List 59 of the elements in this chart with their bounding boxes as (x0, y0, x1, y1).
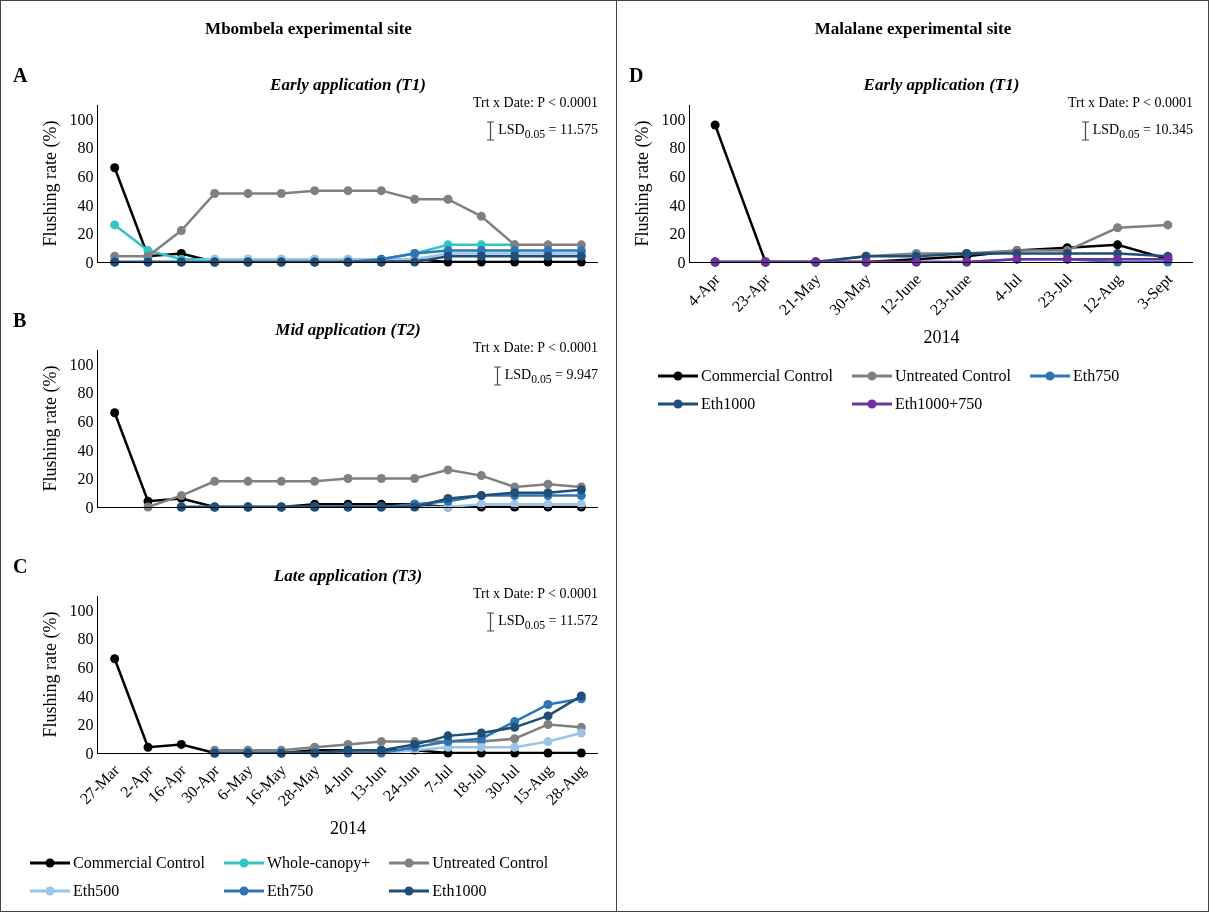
text: Whole-canopy+ (266, 854, 371, 871)
chart-title: Malalane experimental site (813, 18, 1013, 40)
text: B (13, 309, 27, 332)
y-tick-label: 20 (77, 470, 94, 488)
x-axis-title: 2014 (923, 326, 960, 347)
annotation: LSD$_{0.05}$ = 10.345 (1092, 122, 1193, 141)
y-tick-label: 80 (77, 630, 94, 648)
y-tick-label: 60 (77, 658, 94, 676)
text: D (629, 64, 644, 87)
text: Eth500 (73, 882, 120, 899)
y-tick-label: 0 (85, 744, 94, 762)
y-axis-title: Flushing rate (%) (39, 120, 61, 247)
chart-title: Mbombela experimental site (204, 18, 413, 40)
annotation: Trt x Date: P < 0.0001 (472, 586, 598, 601)
chart-subtitle: Late application (T3) (272, 565, 423, 585)
y-tick-label: 80 (77, 384, 94, 402)
y-tick-label: 20 (669, 225, 686, 243)
y-tick-label: 0 (677, 253, 686, 271)
y-tick-label: 60 (77, 412, 94, 430)
y-tick-label: 20 (77, 225, 94, 243)
legend-label: Eth1000+750 (894, 395, 983, 413)
y-tick-label: 40 (669, 196, 686, 214)
y-tick-label: 60 (77, 167, 94, 185)
annotation: LSD$_{0.05}$ = 9.947 (504, 367, 598, 386)
y-tick-label: 80 (669, 139, 686, 157)
text: Eth750 (266, 882, 314, 899)
legend-label: Untreated Control (894, 367, 1011, 385)
text: Commercial Control (73, 854, 205, 871)
y-axis-title: Flushing rate (%) (39, 365, 61, 492)
y-tick-label: 60 (669, 167, 686, 185)
text: Eth1000 (432, 882, 487, 899)
annotation: LSD$_{0.05}$ = 11.575 (498, 122, 598, 141)
text: C (13, 555, 28, 578)
y-axis-title: Flushing rate (%) (631, 120, 653, 247)
text: A (13, 64, 28, 87)
text: Untreated Control (432, 854, 549, 871)
chart-subtitle: Mid application (T2) (274, 319, 421, 339)
y-axis-title: Flushing rate (%) (39, 611, 61, 738)
y-tick-label: 40 (77, 441, 94, 459)
y-tick-label: 40 (77, 687, 94, 705)
y-tick-label: 100 (69, 601, 94, 619)
y-tick-label: 100 (69, 110, 94, 128)
y-tick-label: 20 (77, 716, 94, 734)
annotation: Trt x Date: P < 0.0001 (472, 95, 598, 110)
x-axis-title: 2014 (330, 817, 366, 838)
annotation: LSD$_{0.05}$ = 11.572 (498, 613, 598, 632)
y-tick-label: 80 (77, 139, 94, 157)
chart-subtitle: Early application (T1) (862, 74, 1020, 94)
annotation: Trt x Date: P < 0.0001 (1067, 95, 1193, 110)
chart-subtitle: Early application (T1) (269, 74, 426, 94)
legend-label: Eth750 (1072, 367, 1120, 385)
legend-label: Commercial Control (701, 367, 833, 385)
y-tick-label: 0 (85, 253, 94, 271)
legend-label: Eth1000 (701, 395, 756, 413)
y-tick-label: 100 (661, 110, 686, 128)
annotation: Trt x Date: P < 0.0001 (472, 340, 598, 355)
y-tick-label: 100 (69, 355, 94, 373)
y-tick-label: 0 (85, 498, 94, 516)
y-tick-label: 40 (77, 196, 94, 214)
